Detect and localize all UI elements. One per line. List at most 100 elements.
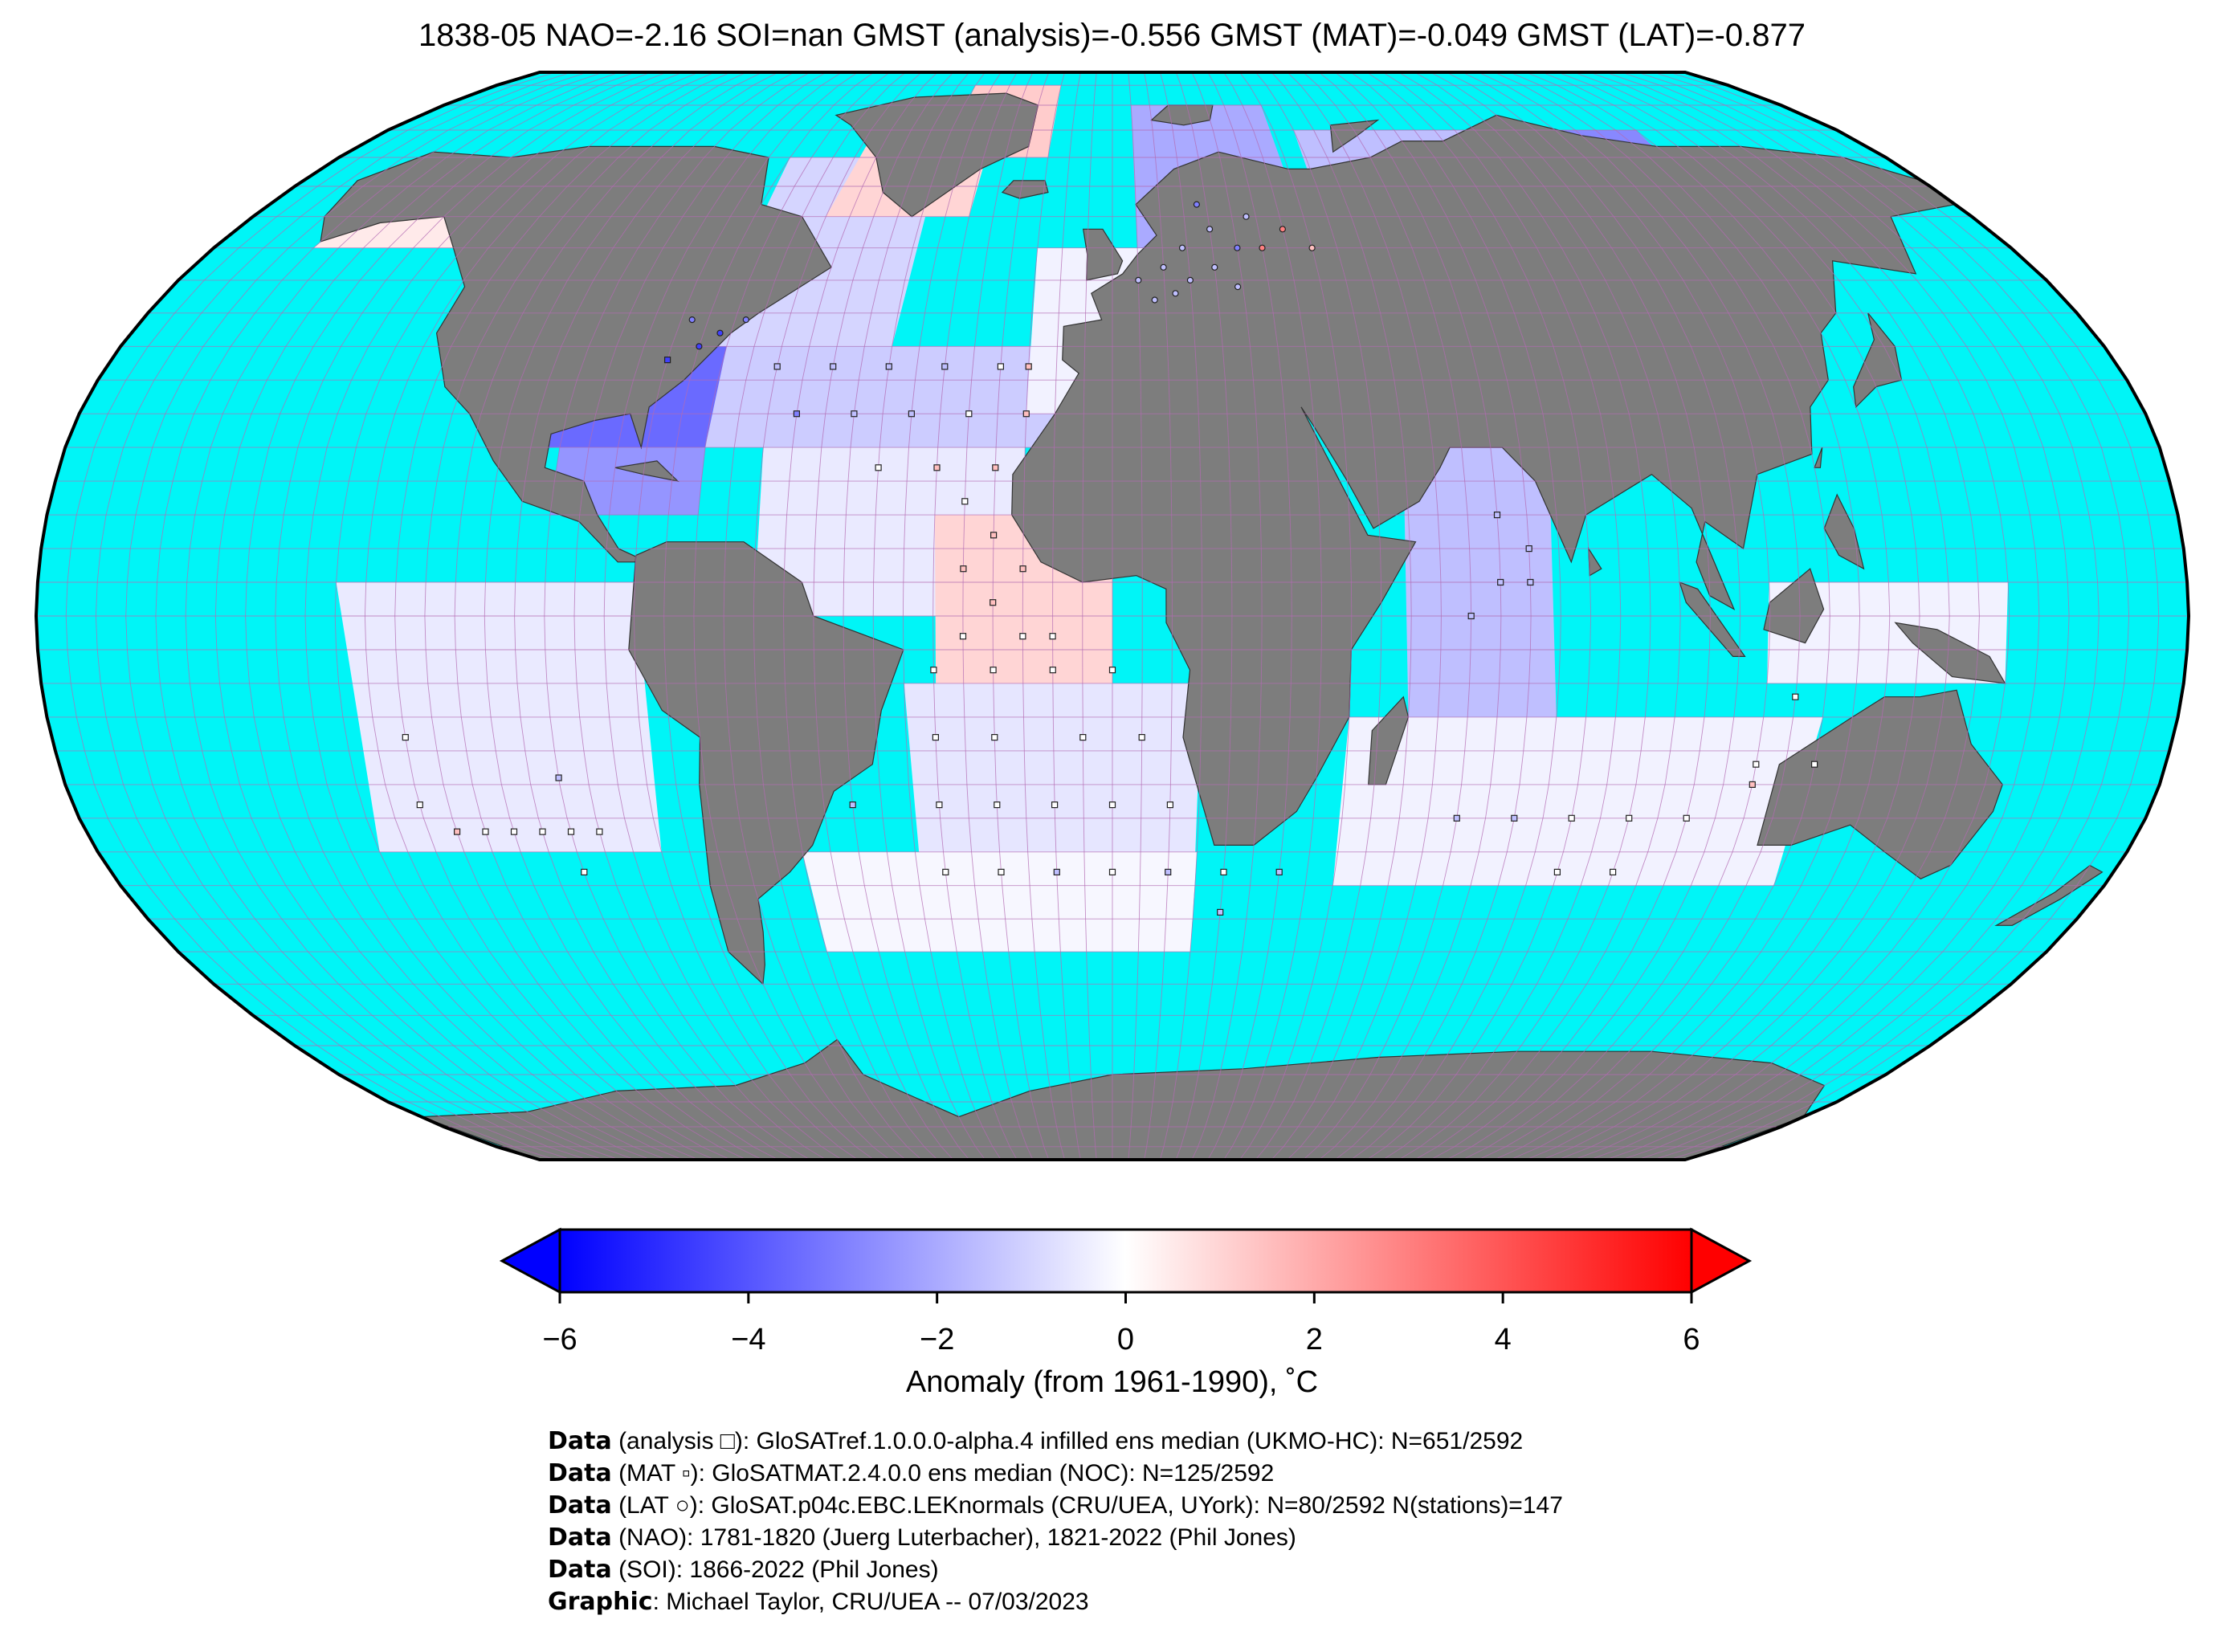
analysis-marker [1275, 868, 1283, 876]
analysis-marker [1467, 612, 1475, 620]
analysis-marker [933, 464, 941, 471]
analysis-marker [998, 868, 1005, 876]
analysis-marker [959, 633, 967, 640]
analysis-marker [1453, 814, 1460, 822]
analysis-marker [992, 464, 999, 471]
analysis-marker [885, 363, 892, 370]
credit-key: Data [548, 1556, 612, 1584]
lat-station-marker [1206, 226, 1214, 233]
graticule [36, 72, 2189, 1160]
colorbar: −6 −4 −2 0 2 4 6 [499, 1227, 1753, 1356]
analysis-marker [539, 828, 546, 835]
analysis-marker [1019, 565, 1026, 573]
credit-key: Data [548, 1491, 612, 1519]
lat-station-marker [1211, 263, 1218, 271]
credits-block: Data (analysis □): GloSATref.1.0.0.0-alp… [548, 1426, 1563, 1618]
analysis-marker [1609, 868, 1617, 876]
analysis-marker [1683, 814, 1690, 822]
analysis-marker [1108, 801, 1116, 809]
credit-line: Data (analysis □): GloSATref.1.0.0.0-alp… [548, 1426, 1563, 1458]
map-title: 1838-05 NAO=-2.16 SOI=nan GMST (analysis… [418, 18, 1806, 53]
land-japan [1853, 312, 1903, 409]
credit-key: Data [548, 1524, 612, 1552]
analysis-marker [555, 774, 562, 781]
lat-station-marker [1160, 263, 1167, 271]
analysis-marker [581, 868, 588, 876]
analysis-marker [1553, 868, 1561, 876]
analysis-marker [930, 667, 937, 674]
anomaly-cell [705, 346, 1058, 448]
analysis-marker [1568, 814, 1575, 822]
lat-station-marker [1193, 201, 1201, 208]
analysis-marker [997, 363, 1005, 370]
analysis-marker [990, 667, 997, 674]
analysis-marker [932, 733, 940, 741]
analysis-marker [961, 498, 969, 505]
credit-text: (MAT ▫): GloSATMAT.2.4.0.0 ens median (N… [611, 1460, 1275, 1487]
analysis-marker [960, 565, 967, 573]
lat-station-marker [1151, 296, 1158, 304]
analysis-marker [849, 801, 856, 809]
credit-key: Data [548, 1427, 612, 1455]
analysis-marker [793, 410, 801, 418]
lat-station-marker [1243, 213, 1250, 220]
analysis-marker [1108, 667, 1116, 674]
analysis-marker [941, 363, 949, 370]
analysis-marker [1493, 511, 1501, 519]
analysis-marker [1108, 868, 1116, 876]
analysis-marker [773, 363, 781, 370]
analysis-marker [416, 801, 423, 809]
lat-station-marker [1259, 244, 1266, 251]
lat-station-marker [1234, 283, 1242, 291]
analysis-marker [1049, 667, 1056, 674]
analysis-marker [1079, 733, 1087, 741]
analysis-marker [1217, 908, 1224, 916]
credit-line: Data (MAT ▫): GloSATMAT.2.4.0.0 ens medi… [548, 1458, 1563, 1490]
analysis-marker [994, 801, 1001, 809]
credit-text: (LAT ○): GloSAT.p04c.EBC.LEKnormals (CRU… [611, 1492, 1563, 1519]
lat-station-marker [716, 329, 724, 337]
analysis-marker [936, 801, 943, 809]
analysis-marker [510, 828, 518, 835]
lat-station-marker [1135, 276, 1142, 283]
analysis-marker [1626, 814, 1633, 822]
analysis-marker [596, 828, 603, 835]
anomaly-cell [1332, 716, 1823, 886]
colorbar-extend-min [499, 1227, 561, 1295]
colorbar-ticks: −6 −4 −2 0 2 4 6 [542, 1292, 1700, 1356]
lat-station-marker [1178, 244, 1186, 251]
analysis-marker [1019, 633, 1026, 640]
analysis-marker [1138, 733, 1145, 741]
analysis-marker [990, 599, 997, 606]
colorbar-label: Anomaly (from 1961-1990), ˚C [905, 1365, 1319, 1399]
analysis-marker [990, 532, 998, 539]
credit-line: Data (NAO): 1781-1820 (Juerg Luterbacher… [548, 1522, 1563, 1554]
analysis-marker [991, 733, 998, 741]
analysis-marker [482, 828, 489, 835]
colorbar-tick-label: −4 [731, 1323, 765, 1356]
analysis-marker [942, 868, 949, 876]
colorbar-tick-label: −2 [920, 1323, 954, 1356]
lat-station-marker [1186, 276, 1194, 283]
colorbar-extend-max [1690, 1227, 1753, 1295]
analysis-marker [851, 410, 858, 418]
credit-line: Data (LAT ○): GloSAT.p04c.EBC.LEKnormals… [548, 1490, 1563, 1522]
colorbar-tick-label: −6 [542, 1323, 577, 1356]
globe-outline [34, 71, 2191, 1161]
credit-text: (analysis □): GloSATref.1.0.0.0-alpha.4 … [611, 1428, 1524, 1454]
lat-station-marker [696, 343, 703, 350]
lat-station-marker [688, 316, 696, 324]
analysis-marker [1511, 814, 1518, 822]
anomaly-cell [802, 851, 1198, 952]
analysis-marker [402, 733, 409, 741]
analysis-marker [965, 410, 973, 418]
credit-key: Graphic [548, 1588, 653, 1616]
lat-station-marker [1234, 244, 1241, 251]
credit-key: Data [548, 1459, 612, 1487]
credit-text: (SOI): 1866-2022 (Phil Jones) [611, 1556, 939, 1583]
land-borneo [1763, 568, 1825, 644]
analysis-marker [453, 828, 461, 835]
analysis-marker [1053, 868, 1060, 876]
analysis-marker [1527, 578, 1534, 586]
analysis-marker [875, 464, 882, 471]
